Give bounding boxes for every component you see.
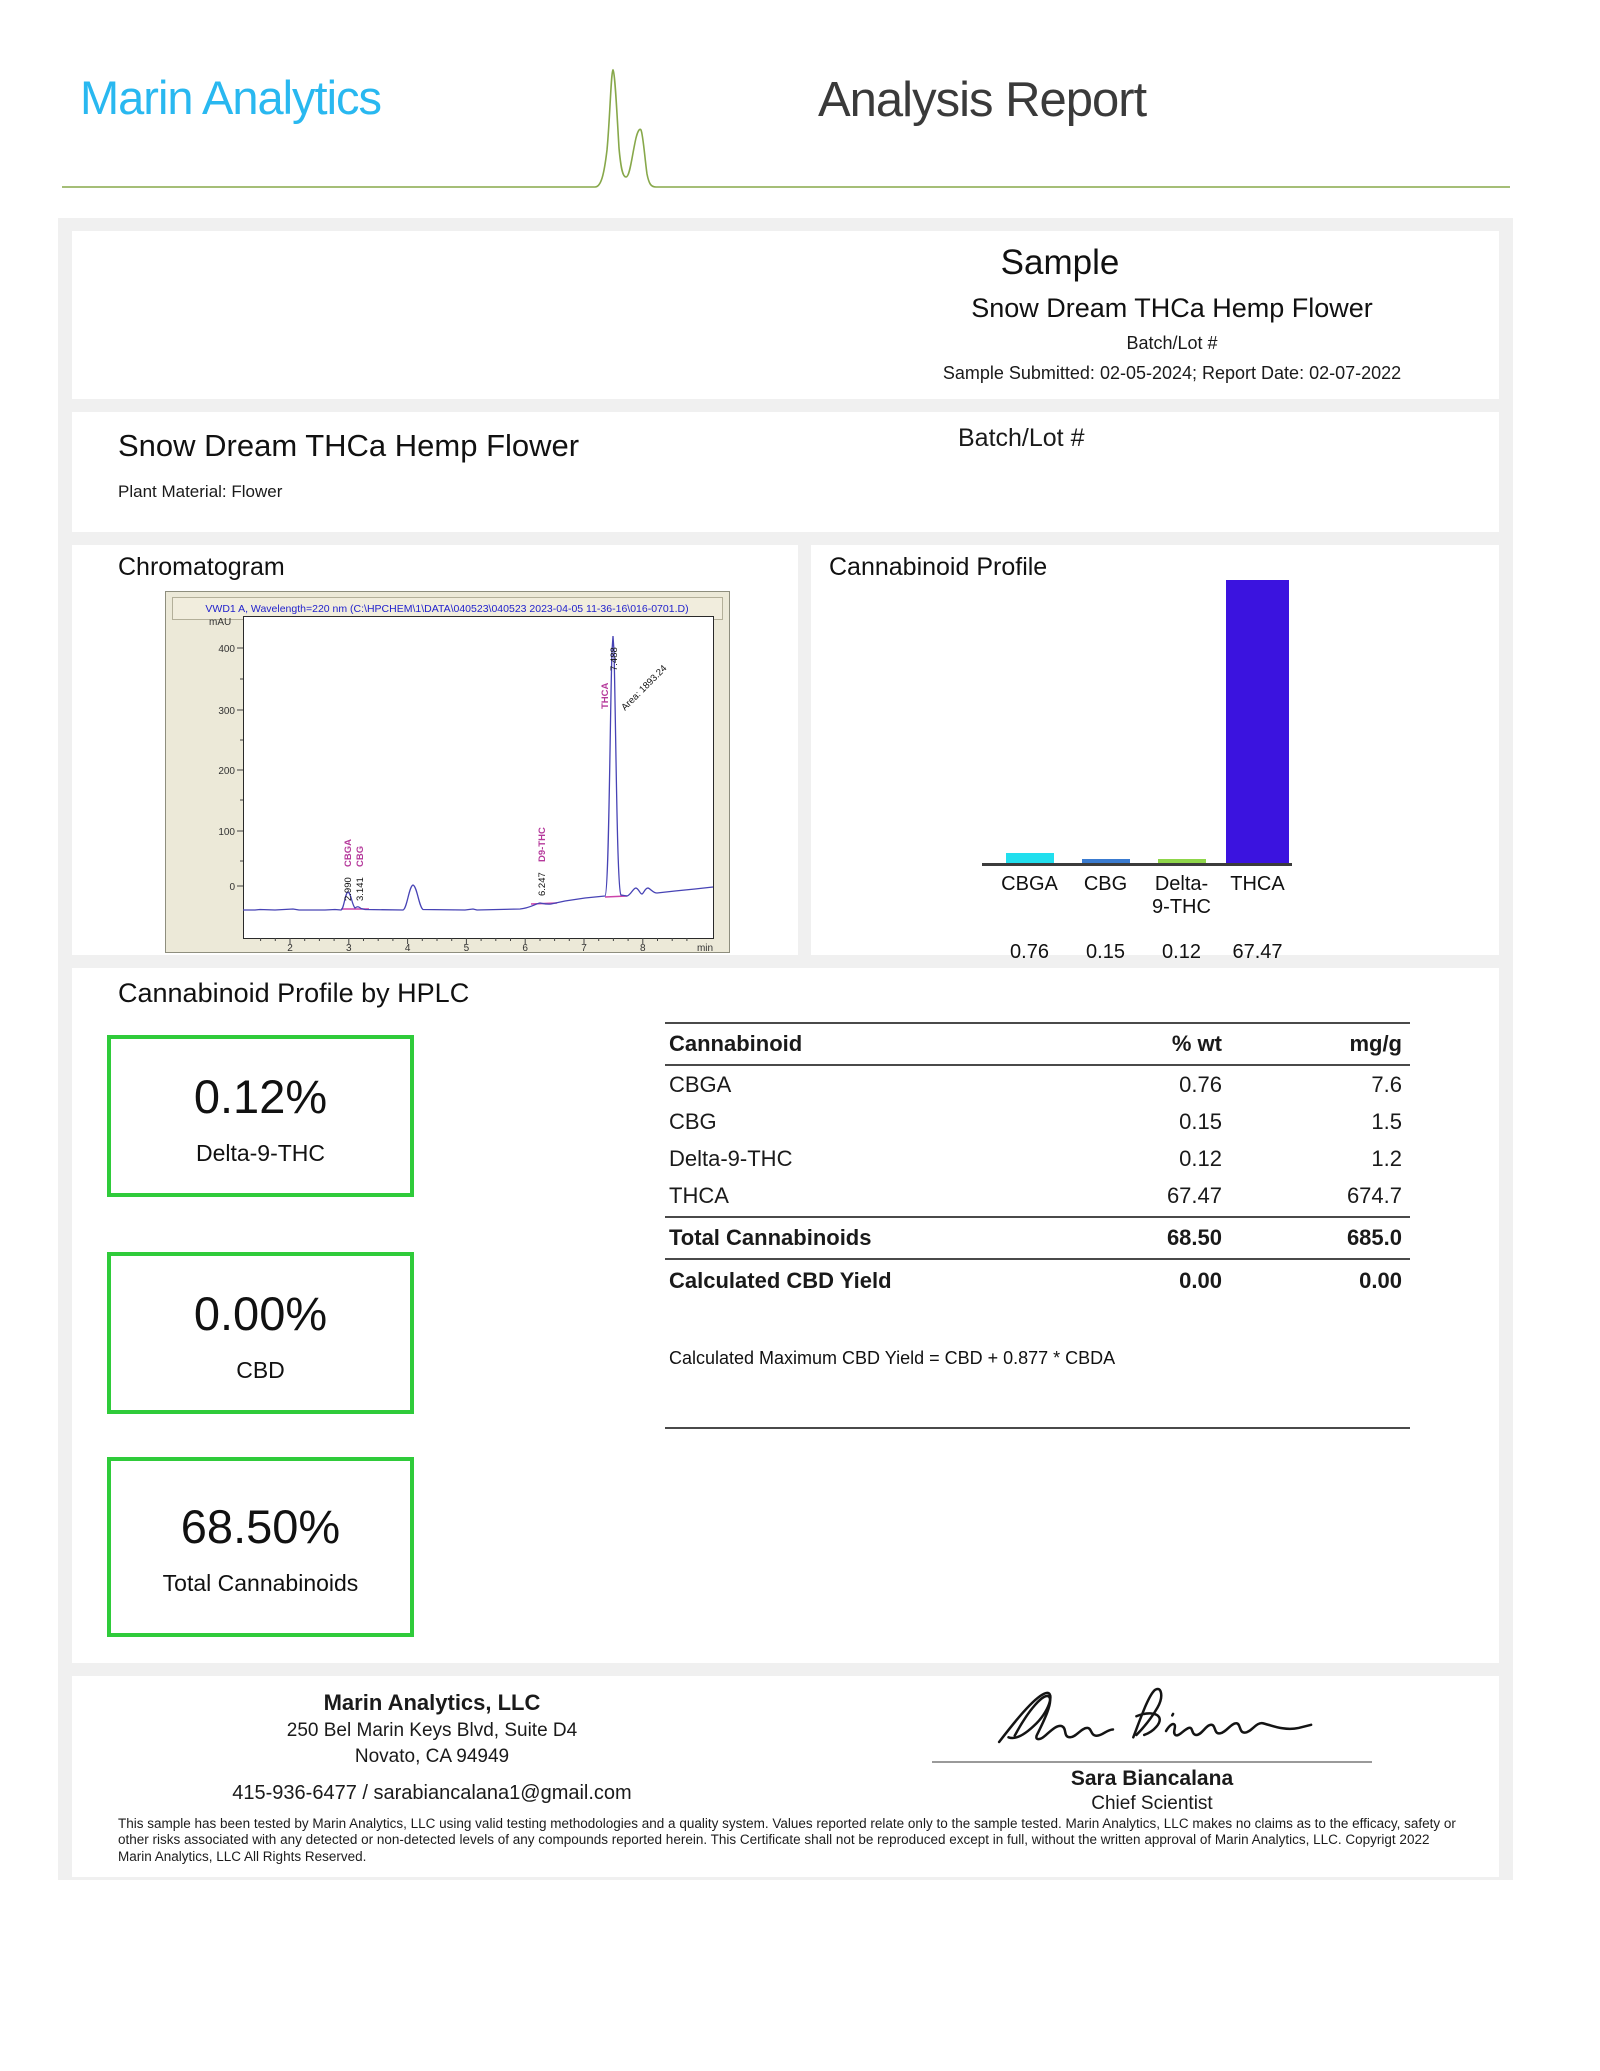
sample-name: Snow Dream THCa Hemp Flower: [971, 293, 1373, 323]
sample-dates: Sample Submitted: 02-05-2024; Report Dat…: [942, 363, 1402, 383]
bar-cbga: [998, 577, 1061, 863]
col-header-mg-g: mg/g: [1349, 1031, 1402, 1056]
table-row: CBG 0.15 1.5: [669, 1108, 1402, 1134]
peak-rt: 6.247: [537, 872, 548, 896]
company-name: Marin Analytics, LLC: [323, 1690, 541, 1715]
x-unit: min: [697, 943, 713, 953]
hplc-title: Cannabinoid Profile by HPLC: [118, 978, 470, 1008]
bar-label: CBG: [1083, 873, 1128, 895]
sample-heading: Sample: [1000, 243, 1120, 282]
cannabinoid-bar-chart: CBGA CBG Delta- 9-THC THCA 0.76 0.15 0.12 67.4…: [982, 577, 1292, 964]
summary-box-total-cannabinoids: 68.50% Total Cannabinoids: [107, 1457, 414, 1637]
sample-info-block: Snow Dream THCa Hemp Flower Batch/Lot # …: [772, 293, 1572, 384]
cannabinoid-profile-title: Cannabinoid Profile: [829, 553, 1048, 581]
y-tick: 400: [218, 644, 235, 655]
peak-rt: 7.488: [609, 647, 620, 671]
header-peak-rule-icon: [62, 68, 1510, 188]
bar-label: THCA: [1230, 873, 1285, 895]
disclaimer-text: This sample has been tested by Marin Ana…: [118, 1816, 1456, 1864]
y-tick: 100: [218, 827, 235, 838]
bar-category-labels: CBGA CBG Delta- 9-THC THCA: [998, 873, 1290, 919]
bar-cbg: [1074, 577, 1137, 863]
chromatogram-trace: [243, 635, 714, 911]
chromatogram-instrument-line: VWD1 A, Wavelength=220 nm (C:\HPCHEM\1\D…: [205, 603, 688, 615]
bar-value: 0.15: [1086, 941, 1125, 963]
summary-value: 0.12%: [193, 1070, 328, 1123]
bar-columns: [998, 577, 1290, 863]
product-name: Snow Dream THCa Hemp Flower: [118, 428, 580, 463]
signer-title: Chief Scientist: [1091, 1793, 1213, 1814]
signature-icon: [997, 1687, 1313, 1744]
cannabinoid-profile-panel: Cannabinoid Profile CBGA CBG Delta- 9-THC T…: [811, 545, 1499, 963]
x-tick: 5: [464, 943, 470, 953]
product-batch-lot: Batch/Lot #: [958, 424, 1085, 452]
signer-name: Sara Biancalana: [1070, 1767, 1234, 1790]
table-row: THCA 67.47 674.7: [669, 1182, 1402, 1208]
peak-rt: 2.990: [343, 877, 354, 901]
bar-value-labels: 0.76 0.15 0.12 67.47: [998, 941, 1290, 964]
summary-label: Delta-9-THC: [195, 1140, 326, 1166]
x-tick: 7: [581, 943, 587, 953]
table-bottom-rule: [665, 1427, 1410, 1429]
table-header-row: Cannabinoid % wt mg/g: [665, 1022, 1410, 1066]
signature-block: Sara Biancalana Chief Scientist: [932, 1678, 1372, 1815]
table-body: CBGA 0.76 7.6 CBG 0.15 1.5 Delta-9-THC 0.12 1.2 T…: [665, 1066, 1410, 1214]
summary-box-delta9thc: 0.12% Delta-9-THC: [107, 1035, 414, 1197]
company-contact: 415-936-6477 / sarabiancalana1@gmail.com: [232, 1782, 632, 1804]
col-header-pct-wt: % wt: [1171, 1031, 1222, 1056]
sample-panel: Sample Snow Dream THCa Hemp Flower Batch…: [72, 231, 1499, 399]
x-tick: 4: [405, 943, 411, 953]
cannabinoid-table: Cannabinoid % wt mg/g CBGA 0.76 7.6 CBG 0.15…: [665, 1022, 1410, 1429]
content-band: Sample Snow Dream THCa Hemp Flower Batch…: [58, 218, 1513, 1880]
x-tick: 6: [522, 943, 528, 953]
summary-value: 68.50%: [180, 1500, 341, 1553]
table-total-row: Total Cannabinoids 68.50 685.0: [665, 1216, 1410, 1260]
company-address-1: 250 Bel Marin Keys Blvd, Suite D4: [286, 1720, 578, 1741]
plant-material: Plant Material: Flower: [118, 482, 283, 501]
peak-name: CBG: [355, 846, 366, 867]
peak-name: THCA: [600, 682, 611, 709]
bar-label: CBGA: [1001, 873, 1058, 895]
y-tick: 300: [218, 706, 235, 717]
chromatogram-y-label: mAU: [209, 617, 231, 628]
peak-rt: 3.141: [355, 877, 366, 901]
summary-box-cbd: 0.00% CBD: [107, 1252, 414, 1414]
hplc-panel: Cannabinoid Profile by HPLC 0.12% Delta-…: [72, 968, 1499, 1663]
bar-thca: [1226, 577, 1289, 863]
bar-label: Delta- 9-THC: [1152, 873, 1211, 918]
x-tick: 3: [346, 943, 352, 953]
bar-delta-9-thc: [1150, 577, 1213, 863]
page-title: Analysis Report: [818, 73, 1147, 127]
company-address-2: Novato, CA 94949: [354, 1746, 510, 1767]
x-tick: 8: [640, 943, 646, 953]
signature-line: [932, 1678, 1372, 1763]
summary-label: CBD: [236, 1357, 285, 1383]
company-block: Marin Analytics, LLC 250 Bel Marin Keys …: [172, 1690, 692, 1805]
chart-axis-line: [982, 863, 1292, 866]
chromatogram-title: Chromatogram: [118, 553, 285, 581]
y-tick: 200: [218, 766, 235, 777]
table-row: Delta-9-THC 0.12 1.2: [669, 1145, 1402, 1171]
col-header-cannabinoid: Cannabinoid: [669, 1031, 803, 1056]
sample-batch-lot: Batch/Lot #: [1126, 333, 1218, 353]
footer-panel: Marin Analytics, LLC 250 Bel Marin Keys …: [72, 1676, 1499, 1877]
summary-value: 0.00%: [193, 1287, 328, 1340]
cbd-yield-note: Calculated Maximum CBD Yield = CBD + 0.8…: [669, 1348, 1116, 1368]
summary-label: Total Cannabinoids: [162, 1570, 359, 1596]
bar-value: 0.12: [1162, 941, 1201, 963]
chromatogram-panel: Chromatogram VWD1 A, Wavelength=220 nm (…: [72, 545, 798, 955]
chromatogram-plot: VWD1 A, Wavelength=220 nm (C:\HPCHEM\1\D…: [165, 591, 730, 953]
peak-name: D9-THC: [537, 827, 548, 862]
product-panel: Snow Dream THCa Hemp Flower Plant Materi…: [72, 412, 1499, 532]
peak-name: CBGA: [343, 839, 354, 867]
bar-value: 67.47: [1232, 941, 1283, 963]
y-tick: 0: [229, 882, 235, 893]
bar-value: 0.76: [1010, 941, 1049, 963]
table-yield-row: Calculated CBD Yield 0.00 0.00: [669, 1268, 1402, 1293]
table-row: CBGA 0.76 7.6: [669, 1071, 1402, 1097]
x-tick: 2: [287, 943, 293, 953]
brand-logo: Marin Analytics: [80, 71, 382, 124]
